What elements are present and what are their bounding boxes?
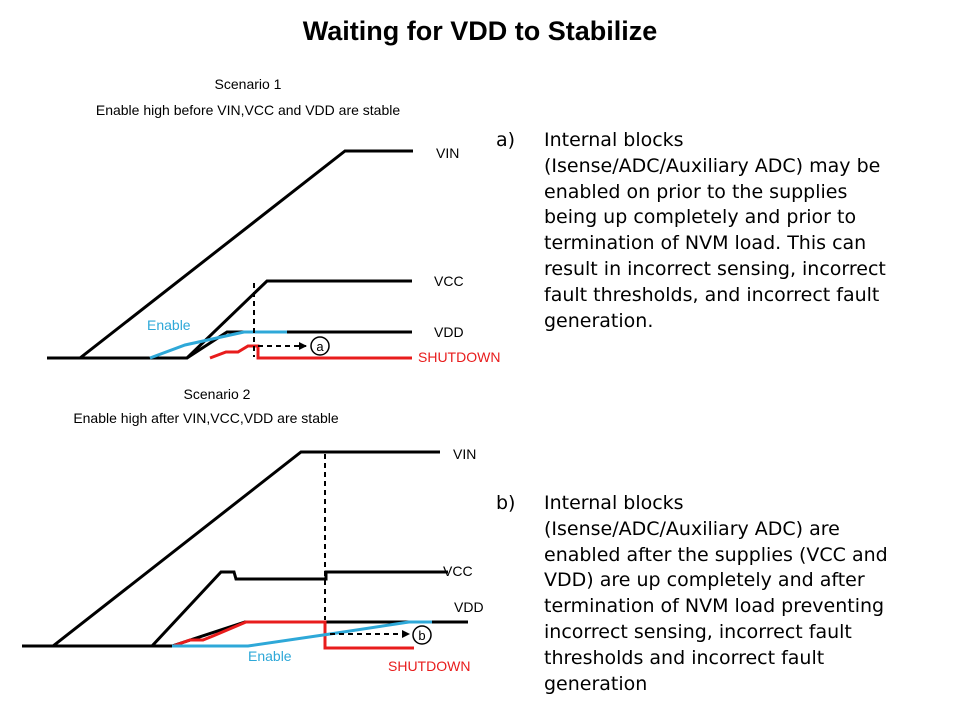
s2-marker-label: b bbox=[418, 628, 425, 643]
s2-shutdown-label: SHUTDOWN bbox=[388, 658, 470, 674]
s1-marker-circle bbox=[310, 336, 330, 356]
scenario-1-subheading: Enable high before VIN,VCC and VDD are s… bbox=[96, 102, 400, 118]
s2-shutdown-trace bbox=[172, 620, 414, 650]
s1-vcc-trace bbox=[80, 279, 412, 360]
s2-vin-trace bbox=[22, 450, 440, 648]
scenario-1-heading: Scenario 1 bbox=[215, 76, 282, 92]
s1-vin-label: VIN bbox=[436, 145, 459, 161]
note-a-text: Internal blocks (Isense/ADC/Auxiliary AD… bbox=[544, 129, 886, 332]
s2-vcc-label: VCC bbox=[443, 563, 473, 579]
note-b: b) Internal blocks (Isense/ADC/Auxiliary… bbox=[496, 491, 946, 697]
note-a-marker: a) bbox=[496, 129, 516, 151]
scenario-2-heading: Scenario 2 bbox=[184, 386, 251, 402]
s2-vin-label: VIN bbox=[453, 446, 476, 462]
s2-vdd-trace bbox=[152, 620, 468, 648]
s1-enable-label: Enable bbox=[147, 317, 191, 333]
s2-enable-label: Enable bbox=[248, 648, 292, 664]
s1-vin-trace bbox=[47, 149, 413, 360]
s1-vdd-label: VDD bbox=[434, 324, 464, 340]
scenario-2-subheading: Enable high after VIN,VCC,VDD are stable bbox=[73, 410, 339, 426]
s1-shutdown-label: SHUTDOWN bbox=[418, 349, 500, 365]
s2-vdd-label: VDD bbox=[454, 599, 484, 615]
s1-vdd-trace bbox=[186, 330, 412, 360]
note-a: a) Internal blocks (Isense/ADC/Auxiliary… bbox=[496, 128, 946, 334]
s1-enable-trace bbox=[149, 330, 287, 360]
s2-marker-circle bbox=[412, 625, 432, 645]
slide-title: Waiting for VDD to Stabilize bbox=[302, 16, 658, 46]
s1-vcc-label: VCC bbox=[434, 273, 464, 289]
scenario-1-diagram: Scenario 1 Enable high before VIN,VCC an… bbox=[47, 76, 500, 365]
note-b-marker: b) bbox=[496, 492, 516, 514]
scenario-2-diagram: Scenario 2 Enable high after VIN,VCC,VDD… bbox=[22, 386, 484, 674]
s1-shutdown-trace bbox=[209, 344, 412, 360]
note-b-text: Internal blocks (Isense/ADC/Auxiliary AD… bbox=[544, 492, 888, 695]
s1-marker-label: a bbox=[316, 339, 324, 354]
